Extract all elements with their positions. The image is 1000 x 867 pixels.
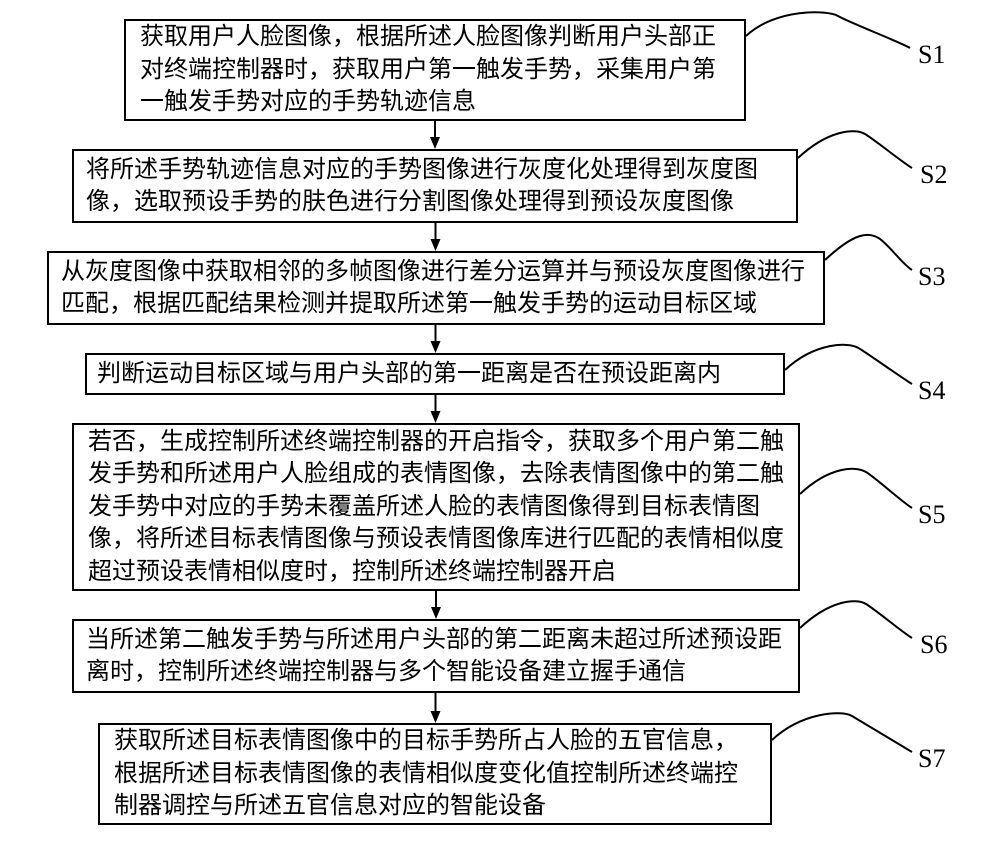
step-label-L4: S4 xyxy=(918,376,945,406)
flowchart-canvas: 获取用户人脸图像，根据所述人脸图像判断用户头部正对终端控制器时，获取用户第一触发… xyxy=(0,0,1000,867)
flow-step-text: 从灰度图像中获取相邻的多帧图像进行差分运算并与预设灰度图像进行匹配，根据匹配结果… xyxy=(61,256,811,321)
flow-step-text: 将所述手势轨迹信息对应的手势图像进行灰度化处理得到灰度图像，选取预设手势的肤色进… xyxy=(86,154,784,219)
flow-step-text: 判断运动目标区域与用户头部的第一距离是否在预设距离内 xyxy=(97,358,773,390)
step-label-L1: S1 xyxy=(918,40,945,70)
leader-curve-L4 xyxy=(785,345,912,384)
leader-curve-L1 xyxy=(746,12,910,48)
leader-curve-L3 xyxy=(825,235,912,270)
step-label-L6: S6 xyxy=(920,630,947,660)
flow-step-text: 获取用户人脸图像，根据所述人脸图像判断用户头部正对终端控制器时，获取用户第一触发… xyxy=(140,21,730,118)
leader-curve-L7 xyxy=(772,713,912,752)
flow-step-s4: 判断运动目标区域与用户头部的第一距离是否在预设距离内 xyxy=(85,353,785,395)
leader-curve-L5 xyxy=(800,469,912,508)
flow-step-s1: 获取用户人脸图像，根据所述人脸图像判断用户头部正对终端控制器时，获取用户第一触发… xyxy=(124,19,746,121)
flow-step-s5: 若否，生成控制所述终端控制器的开启指令，获取多个用户第二触发手势和所述用户人脸组… xyxy=(72,423,800,591)
flow-step-s6: 当所述第二触发手势与所述用户头部的第二距离未超过所述预设距离时，控制所述终端控制… xyxy=(72,619,800,693)
step-label-L5: S5 xyxy=(918,500,945,530)
flow-step-text: 获取所述目标表情图像中的目标手势所占人脸的五官信息，根据所述目标表情图像的表情相… xyxy=(114,725,756,822)
leader-curve-L2 xyxy=(798,131,912,168)
step-label-L3: S3 xyxy=(918,262,945,292)
step-label-L2: S2 xyxy=(920,160,947,190)
flow-step-text: 当所述第二触发手势与所述用户头部的第二距离未超过所述预设距离时，控制所述终端控制… xyxy=(86,624,786,689)
leader-curve-L6 xyxy=(800,601,912,638)
flow-step-text: 若否，生成控制所述终端控制器的开启指令，获取多个用户第二触发手势和所述用户人脸组… xyxy=(88,426,784,588)
flow-step-s3: 从灰度图像中获取相邻的多帧图像进行差分运算并与预设灰度图像进行匹配，根据匹配结果… xyxy=(47,251,825,325)
flow-step-s7: 获取所述目标表情图像中的目标手势所占人脸的五官信息，根据所述目标表情图像的表情相… xyxy=(98,723,772,825)
step-label-L7: S7 xyxy=(918,744,945,774)
flow-step-s2: 将所述手势轨迹信息对应的手势图像进行灰度化处理得到灰度图像，选取预设手势的肤色进… xyxy=(72,149,798,223)
